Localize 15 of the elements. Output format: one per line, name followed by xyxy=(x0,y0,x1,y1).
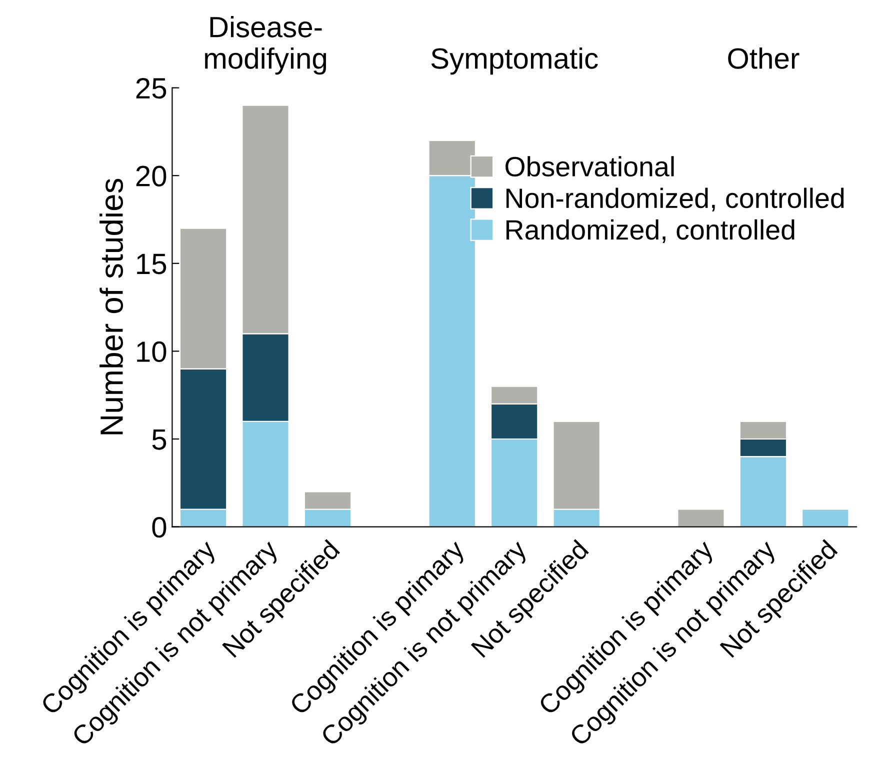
y-tick-label: 15 xyxy=(137,254,166,274)
y-tick-label: 25 xyxy=(136,78,166,99)
text: Other xyxy=(728,47,800,69)
legend-label: Randomized, controlled xyxy=(506,219,794,244)
text: Symptomatic xyxy=(431,47,598,75)
legend-label: Observational xyxy=(506,156,674,177)
y-tick-label: 10 xyxy=(137,341,166,362)
y-tick-label: 5 xyxy=(152,430,166,450)
text: Disease- modifying xyxy=(205,16,326,75)
bar xyxy=(802,508,850,527)
legend-label: Non-randomized, controlled xyxy=(506,188,844,212)
y-tick-label: 20 xyxy=(136,166,166,186)
y-tick-label: 0 xyxy=(152,517,166,538)
bar xyxy=(677,508,725,527)
y-axis-title: Number of studies xyxy=(100,178,124,434)
